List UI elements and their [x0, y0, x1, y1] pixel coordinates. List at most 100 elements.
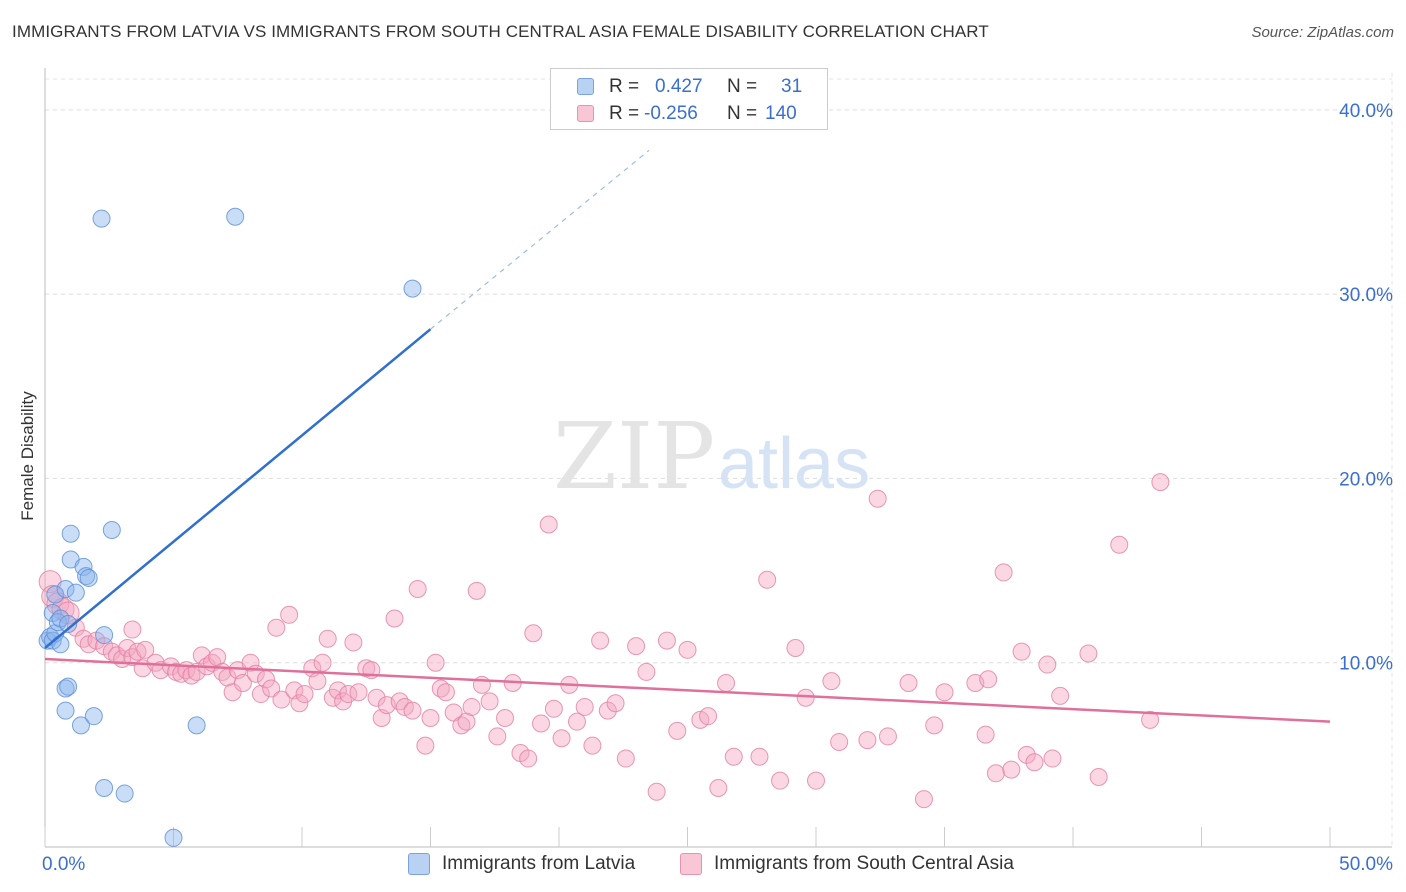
data-point	[467, 581, 486, 600]
data-point	[724, 747, 743, 766]
source-attribution: Source: ZipAtlas.com	[1251, 24, 1394, 41]
data-point	[771, 771, 790, 790]
data-point	[431, 679, 450, 698]
data-point	[416, 736, 435, 755]
data-point	[313, 653, 332, 672]
data-point	[61, 524, 80, 543]
data-point	[488, 727, 507, 746]
data-point	[858, 731, 877, 750]
series-points	[38, 207, 1170, 847]
data-point	[496, 709, 515, 727]
trendline-latvia-extension	[430, 149, 650, 330]
data-point	[102, 521, 121, 540]
data-point	[59, 615, 78, 634]
legend-n-label: N =	[727, 103, 758, 124]
data-point	[994, 563, 1013, 582]
data-point	[84, 707, 103, 726]
legend-r-label: R =	[609, 76, 640, 97]
data-point	[1110, 535, 1129, 554]
legend-r-label: R =	[609, 103, 640, 124]
data-point	[575, 697, 594, 716]
legend-n-label: N =	[727, 76, 758, 97]
data-point	[46, 585, 65, 604]
trendlines	[44, 149, 1331, 723]
data-point	[403, 279, 422, 298]
data-point	[77, 567, 96, 586]
data-point	[717, 673, 736, 692]
data-point	[552, 729, 571, 748]
data-point	[544, 699, 563, 718]
data-point	[627, 637, 646, 656]
data-point	[233, 673, 252, 692]
data-point	[822, 672, 841, 691]
data-point	[56, 701, 75, 720]
data-point	[914, 790, 933, 809]
data-point	[223, 683, 242, 702]
data-point	[1038, 655, 1057, 674]
legend-label-latvia: Immigrants from Latvia	[442, 853, 636, 874]
data-point	[647, 782, 666, 801]
data-point	[328, 681, 347, 700]
data-point	[830, 732, 849, 751]
data-point	[699, 707, 718, 726]
data-point	[1079, 644, 1098, 663]
data-point	[318, 629, 337, 648]
legend-r-value-latvia: 0.427	[655, 76, 703, 97]
data-point	[567, 712, 586, 731]
data-point	[408, 580, 427, 598]
data-point	[71, 716, 90, 735]
tick-labels: 10.0% 20.0% 30.0% 40.0% 0.0% 50.0%	[42, 101, 1393, 875]
data-point	[480, 692, 499, 711]
data-point	[95, 779, 114, 798]
data-point	[262, 679, 281, 698]
data-point	[452, 716, 471, 735]
data-point	[344, 633, 363, 652]
data-point	[868, 489, 887, 508]
data-point	[79, 568, 98, 587]
data-point	[616, 749, 635, 768]
trendline-latvia	[44, 328, 432, 649]
axes	[44, 68, 1392, 848]
trendline-south-central-asia	[44, 657, 1331, 723]
data-point	[95, 626, 114, 645]
data-point	[878, 727, 897, 746]
data-point	[606, 694, 625, 713]
data-point	[678, 640, 697, 659]
data-point	[1012, 642, 1031, 661]
x-tick-label-max: 50.0%	[1339, 854, 1393, 875]
data-point	[668, 721, 687, 740]
legend-row-south-central-asia: R = -0.256 N = 140	[551, 101, 827, 127]
data-point	[1025, 753, 1044, 772]
data-point	[709, 779, 728, 798]
data-point	[426, 653, 445, 672]
data-point	[524, 624, 543, 643]
data-point	[385, 609, 404, 628]
x-tick-label-min: 0.0%	[42, 854, 85, 875]
data-point	[935, 683, 954, 702]
data-point	[637, 662, 656, 681]
gridlines	[45, 73, 1393, 847]
data-point	[1043, 749, 1062, 768]
data-point	[1051, 686, 1070, 705]
data-point	[102, 642, 121, 661]
y-tick-label: 10.0%	[1339, 654, 1393, 675]
data-point	[539, 515, 558, 534]
data-point	[66, 583, 85, 602]
data-point	[583, 736, 602, 755]
data-point	[591, 631, 610, 650]
data-point	[1151, 473, 1170, 492]
data-point	[976, 725, 995, 744]
data-point	[986, 764, 1005, 783]
data-point	[1002, 760, 1021, 779]
data-point	[295, 685, 314, 704]
watermark-atlas: atlas	[718, 424, 870, 504]
series-south-central-asia	[38, 473, 1170, 809]
data-point	[1141, 710, 1160, 729]
data-point	[796, 688, 815, 707]
data-point	[56, 580, 75, 598]
stats-legend: R = 0.427 N = 31 R = -0.256 N = 140	[550, 68, 828, 130]
data-point	[56, 679, 75, 698]
data-point	[1089, 767, 1108, 786]
watermark-zip: ZIP	[553, 403, 715, 510]
